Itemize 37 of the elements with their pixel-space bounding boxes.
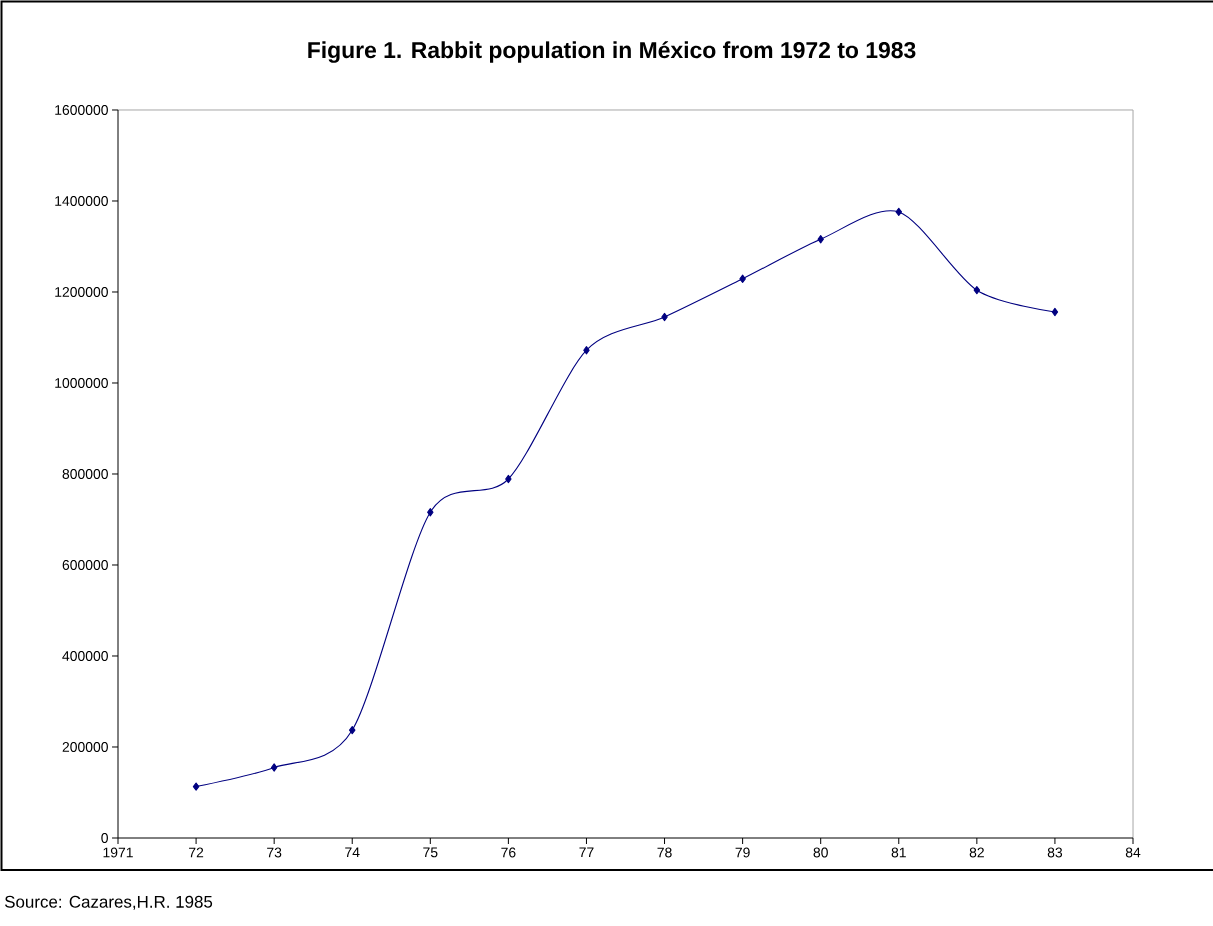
point <box>895 207 903 217</box>
point <box>270 763 278 772</box>
point <box>661 312 668 322</box>
point <box>739 274 746 283</box>
chart-title: Figure 1. Rabbit population in México from 1972 to 1983 <box>308 41 916 63</box>
y-tick-label: 1200000 <box>55 287 108 297</box>
x-tick-label: 81 <box>891 847 906 858</box>
point <box>973 286 981 295</box>
point <box>1051 307 1059 317</box>
point <box>192 782 200 791</box>
y-tick-label: 0 <box>101 833 108 843</box>
x-tick-label: 78 <box>657 847 672 858</box>
y-tick-label: 400000 <box>62 651 108 661</box>
point <box>583 346 590 355</box>
y-tick-label: 1000000 <box>55 378 108 388</box>
x-tick-label: 80 <box>813 847 828 858</box>
y-tick-label: 1400000 <box>55 196 108 206</box>
source-note: Source: Cazares,H.R. 1985 <box>4 895 213 910</box>
y-tick-label: 600000 <box>62 560 108 570</box>
y-tick-label: 200000 <box>62 742 108 752</box>
x-tick-label: 72 <box>189 847 204 858</box>
y-tick-label: 1600000 <box>55 105 108 115</box>
x-tick-label: 74 <box>345 847 360 858</box>
point <box>505 474 512 484</box>
x-tick-label: 1971 <box>103 847 133 858</box>
point <box>427 508 434 517</box>
x-tick-label: 84 <box>1125 847 1141 858</box>
x-tick-label: 75 <box>423 847 438 858</box>
x-tick-label: 79 <box>735 847 750 858</box>
x-tick-label: 83 <box>1047 847 1063 858</box>
x-tick-label: 82 <box>969 847 984 858</box>
x-tick-label: 76 <box>501 847 516 858</box>
x-tick-label: 73 <box>267 847 282 858</box>
point <box>348 726 356 735</box>
y-tick-label: 800000 <box>62 469 108 479</box>
x-tick-label: 77 <box>579 847 594 858</box>
point <box>817 235 824 244</box>
